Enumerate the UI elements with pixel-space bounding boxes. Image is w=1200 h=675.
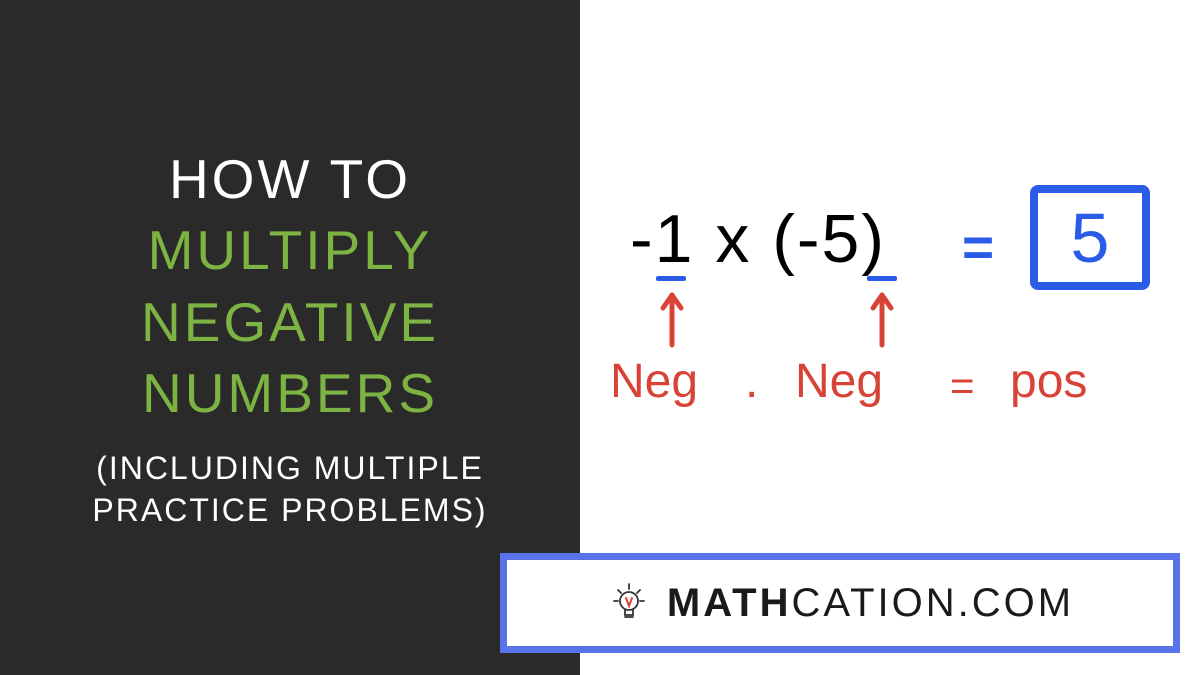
title-line-1: HOW TO: [169, 144, 411, 216]
answer-value: 5: [1071, 198, 1110, 278]
arrow-up-icon: [865, 290, 900, 350]
title-line-3: NEGATIVE: [141, 287, 439, 359]
underline-mark-1: [656, 276, 686, 281]
subtitle-line-2: PRACTICE PROBLEMS): [92, 492, 487, 528]
title-line-2: MULTIPLY: [148, 215, 433, 287]
annotation-equals: =: [950, 365, 975, 407]
title-line-4: NUMBERS: [142, 358, 438, 430]
brand-light-text: CATION.COM: [791, 581, 1074, 625]
answer-box: 5: [1030, 185, 1150, 290]
annotation-neg-2: Neg: [795, 358, 883, 406]
subtitle: (INCLUDING MULTIPLE PRACTICE PROBLEMS): [92, 448, 487, 531]
annotation-pos: pos: [1010, 358, 1087, 406]
brand-text: MATHCATION.COM: [667, 581, 1074, 626]
left-title-panel: HOW TO MULTIPLY NEGATIVE NUMBERS (INCLUD…: [0, 0, 580, 675]
equation-expression: -1 x (-5): [630, 201, 886, 277]
annotation-dot: .: [745, 358, 758, 406]
lightbulb-icon: [606, 580, 652, 626]
subtitle-line-1: (INCLUDING MULTIPLE: [96, 450, 484, 486]
brand-bar: MATHCATION.COM: [500, 553, 1180, 653]
equals-sign: =: [962, 215, 994, 279]
annotation-neg-1: Neg: [610, 358, 698, 406]
arrow-up-icon: [655, 290, 690, 350]
brand-bold-text: MATH: [667, 581, 792, 625]
underline-mark-5: [867, 276, 897, 281]
